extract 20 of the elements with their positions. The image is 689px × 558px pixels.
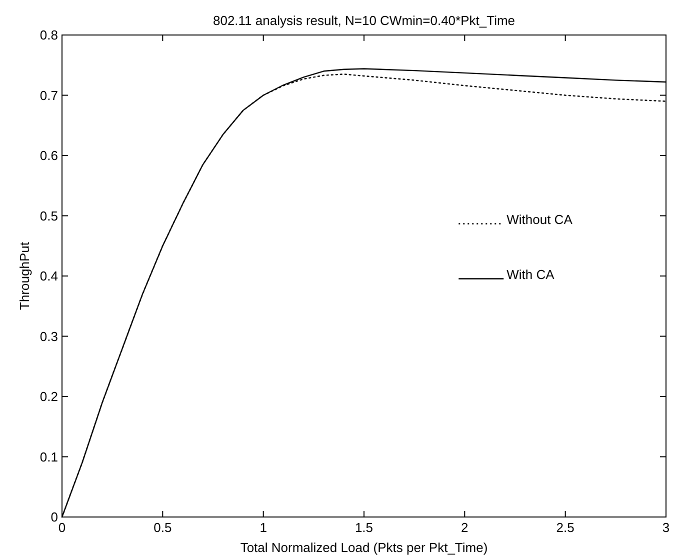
y-tick-label: 0.6 xyxy=(40,148,58,164)
y-tick-label: 0 xyxy=(50,510,58,525)
y-tick-label: 0.3 xyxy=(40,328,58,344)
y-tick-label: 0.4 xyxy=(40,268,58,284)
x-tick-label: 1 xyxy=(260,520,267,535)
x-tick-label: 3 xyxy=(662,520,670,535)
y-tick-label: 0.8 xyxy=(40,28,58,43)
y-tick-label: 0.5 xyxy=(40,208,58,224)
x-tick-label: 1.5 xyxy=(354,520,374,535)
x-axis-title: Total Normalized Load (Pkts per Pkt_Time) xyxy=(240,540,488,555)
x-tick-label: 2 xyxy=(461,520,468,535)
chart-title: 802.11 analysis result, N=10 CWmin=0.40*Pkt_Time xyxy=(212,13,516,28)
y-tick-label: 0.7 xyxy=(40,88,58,103)
y-tick-label: 0.1 xyxy=(40,449,58,464)
x-tick-label: 0.5 xyxy=(154,520,172,535)
x-tick-label: 2.5 xyxy=(556,520,574,535)
legend-label: With CA xyxy=(506,266,555,282)
y-tick-label: 0.2 xyxy=(40,389,58,404)
legend-label: Without CA xyxy=(506,212,573,227)
y-axis-title: ThroughPut xyxy=(17,242,32,310)
